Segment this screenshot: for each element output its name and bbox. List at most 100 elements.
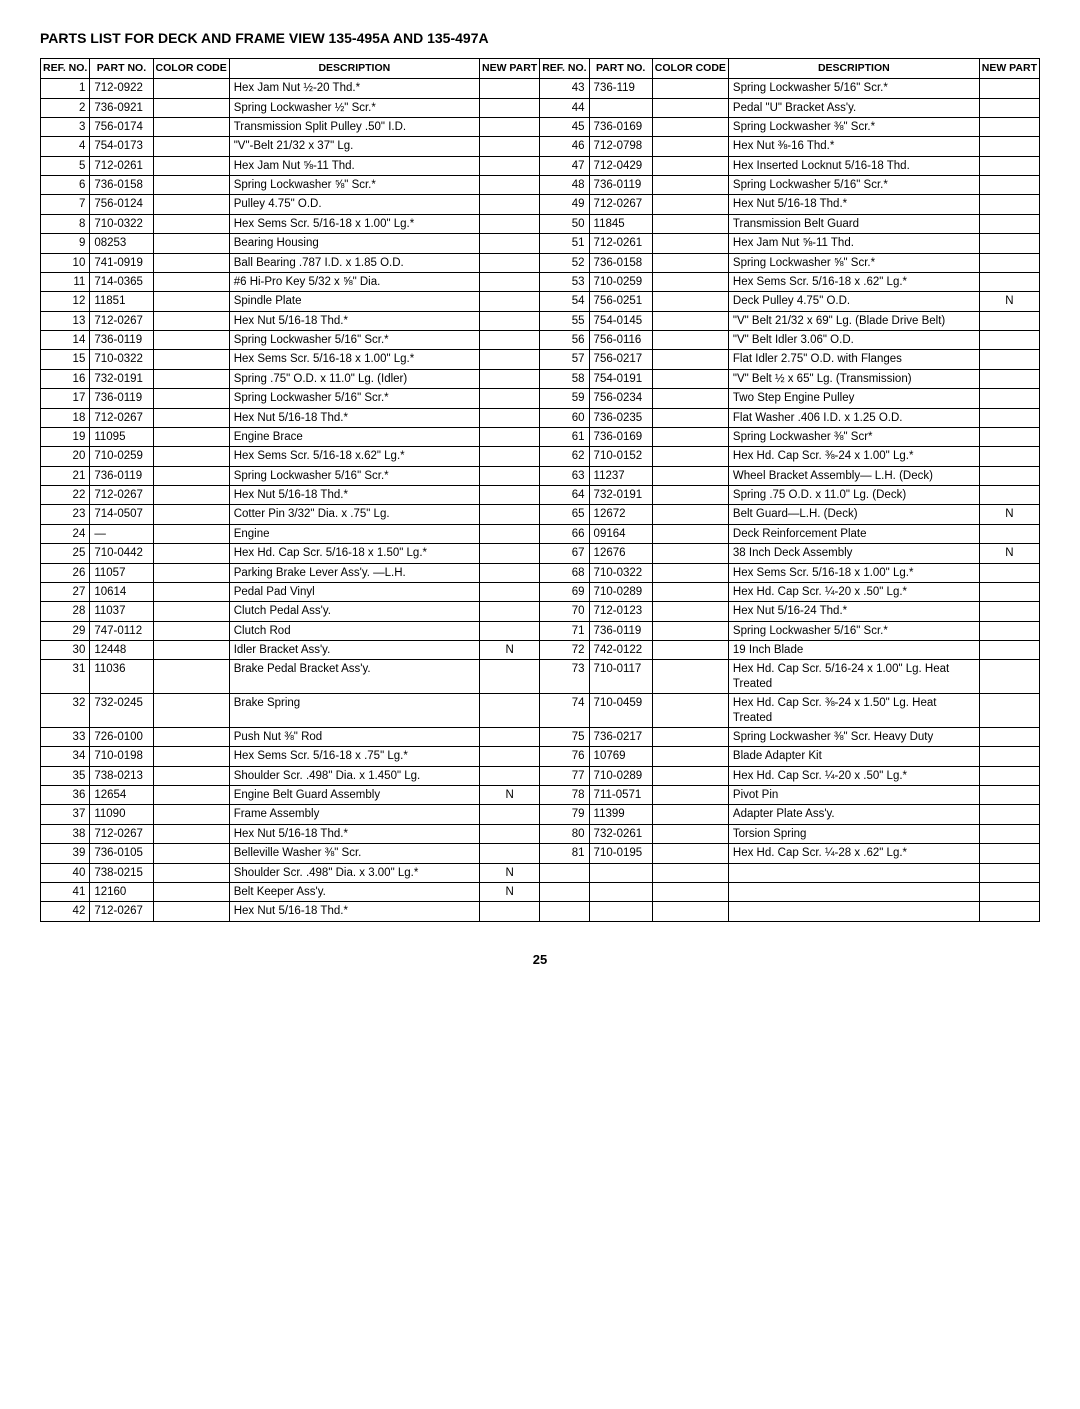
- cell-new: [479, 350, 539, 369]
- cell-desc: Hex Jam Nut ⅝-11 Thd.: [728, 234, 979, 253]
- cell-desc: Spring Lockwasher ⅝" Scr.*: [728, 253, 979, 272]
- cell-ref: 11: [41, 272, 90, 291]
- cell-desc: Belt Guard—L.H. (Deck): [728, 505, 979, 524]
- cell-desc: Wheel Bracket Assembly— L.H. (Deck): [728, 466, 979, 485]
- cell-part: 710-0198: [90, 747, 153, 766]
- cell-color: [652, 621, 728, 640]
- cell-part: 754-0191: [589, 369, 652, 388]
- cell-part: 11036: [90, 660, 153, 694]
- cell-ref: 63: [540, 466, 589, 485]
- cell-new: [979, 805, 1039, 824]
- table-body: 1712-0922Hex Jam Nut ½-20 Thd.*43736-119…: [41, 79, 1040, 922]
- cell-color: [153, 602, 229, 621]
- cell-new: [979, 350, 1039, 369]
- cell-color: [652, 408, 728, 427]
- cell-part: 712-0267: [90, 824, 153, 843]
- cell-ref: 42: [41, 902, 90, 921]
- cell-color: [652, 563, 728, 582]
- cell-desc: Flat Washer .406 I.D. x 1.25 O.D.: [728, 408, 979, 427]
- cell-ref: 32: [41, 694, 90, 728]
- cell-new: [479, 524, 539, 543]
- cell-color: [652, 641, 728, 660]
- col-new: NEW PART: [479, 59, 539, 79]
- table-row: 13712-0267Hex Nut 5/16-18 Thd.*55754-014…: [41, 311, 1040, 330]
- cell-color: [652, 214, 728, 233]
- cell-color: [153, 621, 229, 640]
- col-desc: DESCRIPTION: [728, 59, 979, 79]
- cell-desc: Spindle Plate: [229, 292, 479, 311]
- col-ref: REF. NO.: [41, 59, 90, 79]
- cell-desc: Hex Sems Scr. 5/16-18 x .75" Lg.*: [229, 747, 479, 766]
- table-row: 908253Bearing Housing51712-0261Hex Jam N…: [41, 234, 1040, 253]
- cell-desc: Hex Inserted Locknut 5/16-18 Thd.: [728, 156, 979, 175]
- table-row: 2611057Parking Brake Lever Ass'y. —L.H.6…: [41, 563, 1040, 582]
- cell-desc: Transmission Split Pulley .50" I.D.: [229, 117, 479, 136]
- table-row: 34710-0198Hex Sems Scr. 5/16-18 x .75" L…: [41, 747, 1040, 766]
- cell-color: [652, 117, 728, 136]
- cell-new: N: [479, 882, 539, 901]
- cell-new: [479, 234, 539, 253]
- cell-new: [979, 137, 1039, 156]
- cell-part: 11237: [589, 466, 652, 485]
- cell-color: [153, 292, 229, 311]
- cell-color: [652, 863, 728, 882]
- cell-desc: Clutch Rod: [229, 621, 479, 640]
- cell-ref: 72: [540, 641, 589, 660]
- cell-color: [652, 466, 728, 485]
- cell-new: [479, 805, 539, 824]
- cell-part: 736-0105: [90, 844, 153, 863]
- cell-part: 756-0174: [90, 117, 153, 136]
- cell-part: 710-0442: [90, 544, 153, 563]
- cell-new: N: [479, 786, 539, 805]
- cell-new: [979, 176, 1039, 195]
- cell-ref: 39: [41, 844, 90, 863]
- cell-color: [652, 311, 728, 330]
- cell-color: [652, 844, 728, 863]
- cell-desc: Engine Brace: [229, 427, 479, 446]
- cell-color: [153, 641, 229, 660]
- cell-ref: 68: [540, 563, 589, 582]
- table-row: 42712-0267Hex Nut 5/16-18 Thd.*: [41, 902, 1040, 921]
- col-color: COLOR CODE: [153, 59, 229, 79]
- cell-color: [652, 272, 728, 291]
- cell-color: [153, 117, 229, 136]
- cell-desc: Hex Hd. Cap Scr. 5/16-18 x 1.50" Lg.*: [229, 544, 479, 563]
- cell-color: [153, 253, 229, 272]
- cell-color: [652, 766, 728, 785]
- cell-desc: Frame Assembly: [229, 805, 479, 824]
- cell-new: [979, 156, 1039, 175]
- col-new: NEW PART: [979, 59, 1039, 79]
- cell-color: [153, 582, 229, 601]
- cell-ref: 21: [41, 466, 90, 485]
- cell-desc: Hex Sems Scr. 5/16-18 x 1.00" Lg.*: [728, 563, 979, 582]
- page-title: PARTS LIST FOR DECK AND FRAME VIEW 135-4…: [40, 30, 1040, 46]
- cell-new: [479, 427, 539, 446]
- cell-new: [479, 311, 539, 330]
- cell-ref: 29: [41, 621, 90, 640]
- cell-part: 736-0169: [589, 117, 652, 136]
- cell-part: 11037: [90, 602, 153, 621]
- cell-color: [652, 137, 728, 156]
- cell-new: [979, 253, 1039, 272]
- cell-desc: Adapter Plate Ass'y.: [728, 805, 979, 824]
- cell-ref: [540, 882, 589, 901]
- cell-desc: Hex Sems Scr. 5/16-18 x 1.00" Lg.*: [229, 350, 479, 369]
- cell-ref: 16: [41, 369, 90, 388]
- cell-part: 741-0919: [90, 253, 153, 272]
- cell-desc: Blade Adapter Kit: [728, 747, 979, 766]
- cell-desc: [728, 902, 979, 921]
- cell-ref: 6: [41, 176, 90, 195]
- cell-new: [979, 563, 1039, 582]
- cell-desc: Hex Hd. Cap Scr. ⅜-24 x 1.00" Lg.*: [728, 447, 979, 466]
- cell-new: [479, 156, 539, 175]
- cell-new: [979, 234, 1039, 253]
- cell-desc: Pivot Pin: [728, 786, 979, 805]
- cell-ref: 49: [540, 195, 589, 214]
- cell-part: 732-0261: [589, 824, 652, 843]
- cell-color: [153, 214, 229, 233]
- cell-desc: Brake Pedal Bracket Ass'y.: [229, 660, 479, 694]
- cell-ref: 51: [540, 234, 589, 253]
- table-row: 35738-0213Shoulder Scr. .498" Dia. x 1.4…: [41, 766, 1040, 785]
- cell-new: [479, 137, 539, 156]
- cell-new: [479, 582, 539, 601]
